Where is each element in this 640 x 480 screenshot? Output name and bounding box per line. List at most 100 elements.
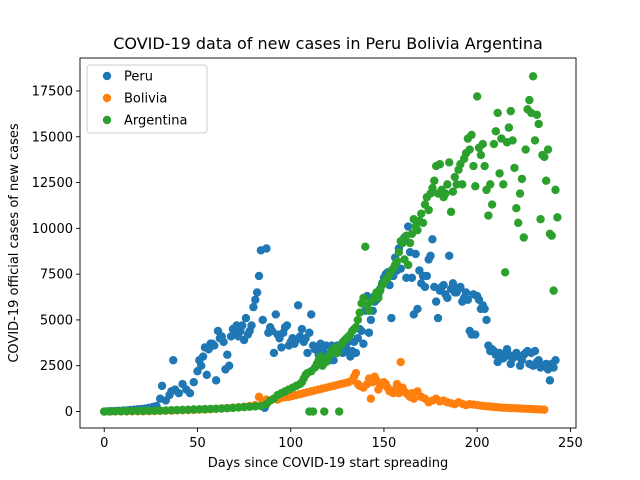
data-point <box>482 315 491 325</box>
data-point <box>480 304 489 314</box>
data-point <box>508 136 517 145</box>
data-point <box>303 348 312 358</box>
data-point <box>504 123 514 132</box>
data-point <box>448 187 458 196</box>
data-point <box>413 225 422 235</box>
data-point <box>407 273 417 283</box>
data-point <box>198 352 208 361</box>
data-point <box>174 388 184 398</box>
data-point <box>258 315 267 325</box>
x-tick-label: 150 <box>372 436 397 451</box>
data-point <box>405 238 415 248</box>
data-point <box>252 288 262 297</box>
data-point <box>513 218 523 228</box>
data-point <box>510 163 519 173</box>
data-point <box>541 176 551 185</box>
y-axis-label: COVID-19 official cases of new cases <box>7 123 22 363</box>
data-point <box>445 158 454 167</box>
y-tick-label: 7500 <box>40 268 73 283</box>
data-points <box>100 72 562 416</box>
data-point <box>521 145 530 154</box>
data-point <box>185 388 195 398</box>
data-point <box>366 394 376 403</box>
data-point <box>398 238 407 248</box>
legend-box <box>86 64 208 134</box>
data-point <box>417 209 426 218</box>
data-point <box>403 222 413 231</box>
data-point <box>446 207 456 217</box>
data-point <box>443 293 452 303</box>
data-point <box>359 339 368 348</box>
data-point <box>469 161 478 171</box>
data-point <box>238 321 247 330</box>
data-point <box>223 350 232 359</box>
data-point <box>374 293 383 303</box>
data-point <box>364 328 374 337</box>
y-tick-label: 17500 <box>32 84 73 99</box>
data-point <box>334 407 344 416</box>
data-point <box>487 200 497 209</box>
data-point <box>269 348 279 358</box>
data-point <box>241 313 251 323</box>
data-point <box>547 231 556 240</box>
data-point <box>493 108 502 118</box>
data-point <box>394 247 404 257</box>
data-point <box>471 182 480 191</box>
data-point <box>543 145 553 154</box>
data-point <box>528 72 538 81</box>
data-point <box>525 95 534 105</box>
x-tick-label: 100 <box>278 436 303 451</box>
y-tick-label: 15000 <box>32 130 73 145</box>
data-point <box>364 306 374 315</box>
data-point <box>428 235 437 244</box>
data-point <box>210 341 219 350</box>
data-point <box>409 394 418 403</box>
data-point <box>532 110 542 119</box>
data-point <box>530 136 540 145</box>
data-point <box>519 233 528 242</box>
legend: Peru Bolivia Argentina <box>86 64 208 134</box>
legend-marker <box>102 71 112 81</box>
data-point <box>305 328 314 337</box>
y-tick-label: 5000 <box>40 313 73 328</box>
data-point <box>308 407 318 416</box>
data-point <box>361 242 370 251</box>
data-point <box>476 150 486 160</box>
series-argentina <box>100 72 562 416</box>
data-point <box>441 189 450 198</box>
y-axis: 0 2500 5000 7500 10000 12500 15000 17500 <box>32 84 80 420</box>
data-point <box>307 310 316 319</box>
legend-marker <box>102 93 112 103</box>
data-point <box>499 180 508 189</box>
data-point <box>333 348 342 358</box>
x-tick-label: 0 <box>100 436 108 451</box>
data-point <box>353 334 363 343</box>
data-point <box>392 257 402 266</box>
data-point <box>480 161 489 171</box>
legend-marker <box>102 115 112 125</box>
data-point <box>467 130 476 140</box>
data-point <box>551 356 560 365</box>
x-tick-label: 250 <box>558 436 583 451</box>
data-point <box>418 218 428 228</box>
data-point <box>448 279 458 288</box>
data-point <box>545 376 555 385</box>
data-point <box>411 249 420 259</box>
data-point <box>351 348 361 358</box>
legend-label: Peru <box>124 70 153 85</box>
data-point <box>224 361 234 370</box>
data-point <box>540 152 549 162</box>
x-axis-label: Days since COVID-19 start spreading <box>208 456 448 471</box>
data-point <box>517 174 527 184</box>
data-point <box>320 407 329 416</box>
data-point <box>433 313 443 323</box>
data-point <box>249 302 258 312</box>
data-point <box>431 297 441 306</box>
data-point <box>540 405 549 414</box>
plot-frame <box>79 57 577 429</box>
data-point <box>424 205 433 215</box>
data-point <box>549 363 558 372</box>
data-point <box>277 343 286 352</box>
data-point <box>439 280 448 290</box>
